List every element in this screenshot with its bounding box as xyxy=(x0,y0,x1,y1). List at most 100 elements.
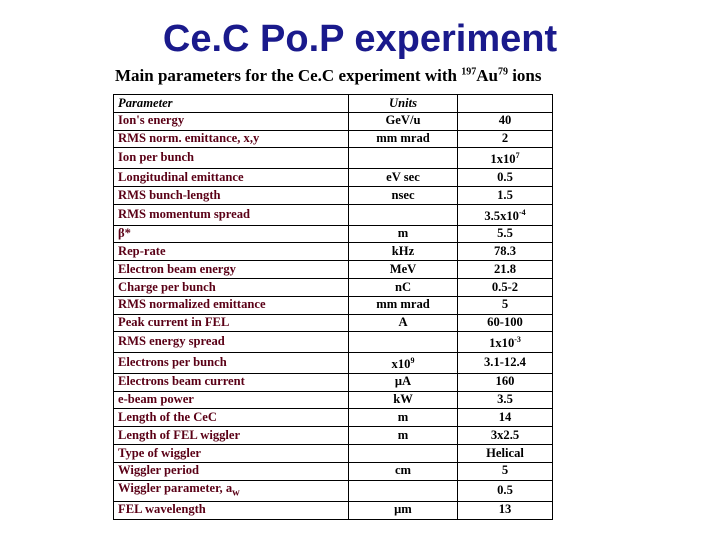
value-cell-text: 1x10 xyxy=(489,336,515,351)
value-cell-text: 14 xyxy=(498,410,512,425)
value-cell: 3.5x10-4 xyxy=(457,203,553,226)
parameters-table: Parameter Units Ion's energy GeV/u 40 RMS n… xyxy=(113,94,553,520)
parameter-cell-text: RMS bunch-length xyxy=(118,187,221,202)
value-cell: 3x2.5 xyxy=(457,426,553,446)
parameter-cell-text: FEL wavelength xyxy=(118,502,206,517)
units-cell: mm mrad xyxy=(348,295,458,315)
parameter-cell-subscript: w xyxy=(232,487,240,499)
units-cell xyxy=(348,479,458,502)
value-cell-text: 5.5 xyxy=(497,226,513,241)
parameter-cell-text: Length of FEL wiggler xyxy=(118,427,241,442)
value-cell-text: 0.5-2 xyxy=(491,279,519,294)
caption-prefix: Main parameters for the Ce.C experiment … xyxy=(115,66,462,85)
value-cell-text: 3x2.5 xyxy=(490,427,520,442)
parameter-cell-text: Electron beam energy xyxy=(118,261,236,276)
units-cell xyxy=(348,203,458,226)
parameter-cell: Rep-rate xyxy=(113,242,349,262)
parameter-cell-text: Electrons per bunch xyxy=(118,355,227,370)
table-row: Ion per bunch 1x107 xyxy=(113,147,553,170)
parameter-cell-text: RMS energy spread xyxy=(118,334,225,349)
parameter-cell: RMS norm. emittance, x,y xyxy=(113,129,349,149)
parameter-cell-text: Wiggler period xyxy=(118,463,200,478)
units-cell-text: m xyxy=(397,410,409,425)
parameter-cell-text: Type of wiggler xyxy=(118,445,202,460)
table-row: Length of the CeC m 14 xyxy=(113,408,553,428)
table-row: Charge per bunch nC 0.5-2 xyxy=(113,277,553,297)
value-cell: 60-100 xyxy=(457,313,553,333)
value-cell-exponent: -4 xyxy=(518,207,526,217)
table-row: RMS norm. emittance, x,y mm mrad 2 xyxy=(113,129,553,149)
value-cell: 14 xyxy=(457,408,553,428)
table-row: Electrons beam current μA 160 xyxy=(113,372,553,392)
table-row: Length of FEL wiggler m 3x2.5 xyxy=(113,426,553,446)
value-cell-text: 160 xyxy=(495,374,515,389)
value-cell: 21.8 xyxy=(457,260,553,279)
header-value xyxy=(457,94,553,113)
value-cell: 2 xyxy=(457,129,553,149)
parameter-cell-text: Ion's energy xyxy=(118,113,185,128)
units-cell: x109 xyxy=(348,352,458,374)
table-row: e-beam power kW 3.5 xyxy=(113,390,553,410)
units-cell-text: eV sec xyxy=(386,169,420,184)
table-row: Electrons per bunch x109 3.1-12.4 xyxy=(113,352,553,374)
value-cell: 3.5 xyxy=(457,390,553,410)
value-cell-text: 1.5 xyxy=(497,187,513,202)
slide-title: Ce.C Po.P experiment xyxy=(162,18,558,60)
table-row: FEL wavelength μm 13 xyxy=(113,500,553,520)
table-row: RMS momentum spread 3.5x10-4 xyxy=(113,203,553,226)
value-cell: 0.5 xyxy=(457,168,553,187)
parameter-cell-text: RMS normalized emittance xyxy=(118,297,266,312)
units-cell: m xyxy=(348,224,458,244)
units-cell: MeV xyxy=(348,260,458,279)
units-cell-exponent: 9 xyxy=(410,356,415,366)
units-cell: GeV/u xyxy=(348,111,458,131)
value-cell: Helical xyxy=(457,444,553,463)
table-row: β* m 5.5 xyxy=(113,224,553,244)
units-cell: cm xyxy=(348,461,458,481)
parameter-cell: Electron beam energy xyxy=(113,260,349,279)
value-cell: 5 xyxy=(457,461,553,481)
table-row: Ion's energy GeV/u 40 xyxy=(113,111,553,131)
parameter-cell: Length of the CeC xyxy=(113,408,349,428)
table-row: RMS energy spread 1x10-3 xyxy=(113,331,553,354)
parameter-cell-text: Length of the CeC xyxy=(118,410,217,425)
value-cell: 40 xyxy=(457,111,553,131)
table-row: Electron beam energy MeV 21.8 xyxy=(113,260,553,279)
parameter-cell: RMS normalized emittance xyxy=(113,295,349,315)
table-header-row: Parameter Units xyxy=(113,94,553,113)
table-row: Rep-rate kHz 78.3 xyxy=(113,242,553,262)
parameter-cell: Electrons beam current xyxy=(113,372,349,392)
table-row: Wiggler period cm 5 xyxy=(113,461,553,481)
parameter-cell: β* xyxy=(113,224,349,244)
parameter-cell: Ion's energy xyxy=(113,111,349,131)
units-cell-text: GeV/u xyxy=(385,113,421,128)
value-cell-text: 5 xyxy=(501,463,509,478)
value-cell-exponent: -3 xyxy=(514,335,521,345)
units-cell: m xyxy=(348,408,458,428)
header-parameter: Parameter xyxy=(113,94,349,113)
parameter-cell-text: Ion per bunch xyxy=(118,150,195,165)
parameter-cell-text: RMS momentum spread xyxy=(118,206,251,221)
units-cell-text: mm mrad xyxy=(376,131,430,146)
parameter-cell-text: β* xyxy=(118,226,131,241)
units-cell xyxy=(348,147,458,170)
parameter-cell: Charge per bunch xyxy=(113,277,349,297)
value-cell: 13 xyxy=(457,500,553,520)
caption-mass-number: 197 xyxy=(461,66,477,78)
value-cell: 3.1-12.4 xyxy=(457,352,553,374)
value-cell: 0.5-2 xyxy=(457,277,553,297)
table-caption: Main parameters for the Ce.C experiment … xyxy=(115,66,595,86)
units-cell-text: mm mrad xyxy=(376,297,430,312)
parameter-cell: RMS momentum spread xyxy=(113,203,349,226)
value-cell: 5 xyxy=(457,295,553,315)
units-cell-text: nC xyxy=(394,279,412,294)
parameter-cell: RMS energy spread xyxy=(113,331,349,354)
units-cell: nC xyxy=(348,277,458,297)
units-cell-text: kW xyxy=(393,392,413,407)
caption-charge: 79 xyxy=(497,66,508,78)
parameter-cell: Ion per bunch xyxy=(113,147,349,170)
units-cell: μm xyxy=(348,500,458,520)
parameter-cell-text: Rep-rate xyxy=(118,243,166,258)
caption-element: Au xyxy=(476,66,498,85)
value-cell-text: 21.8 xyxy=(493,261,517,276)
